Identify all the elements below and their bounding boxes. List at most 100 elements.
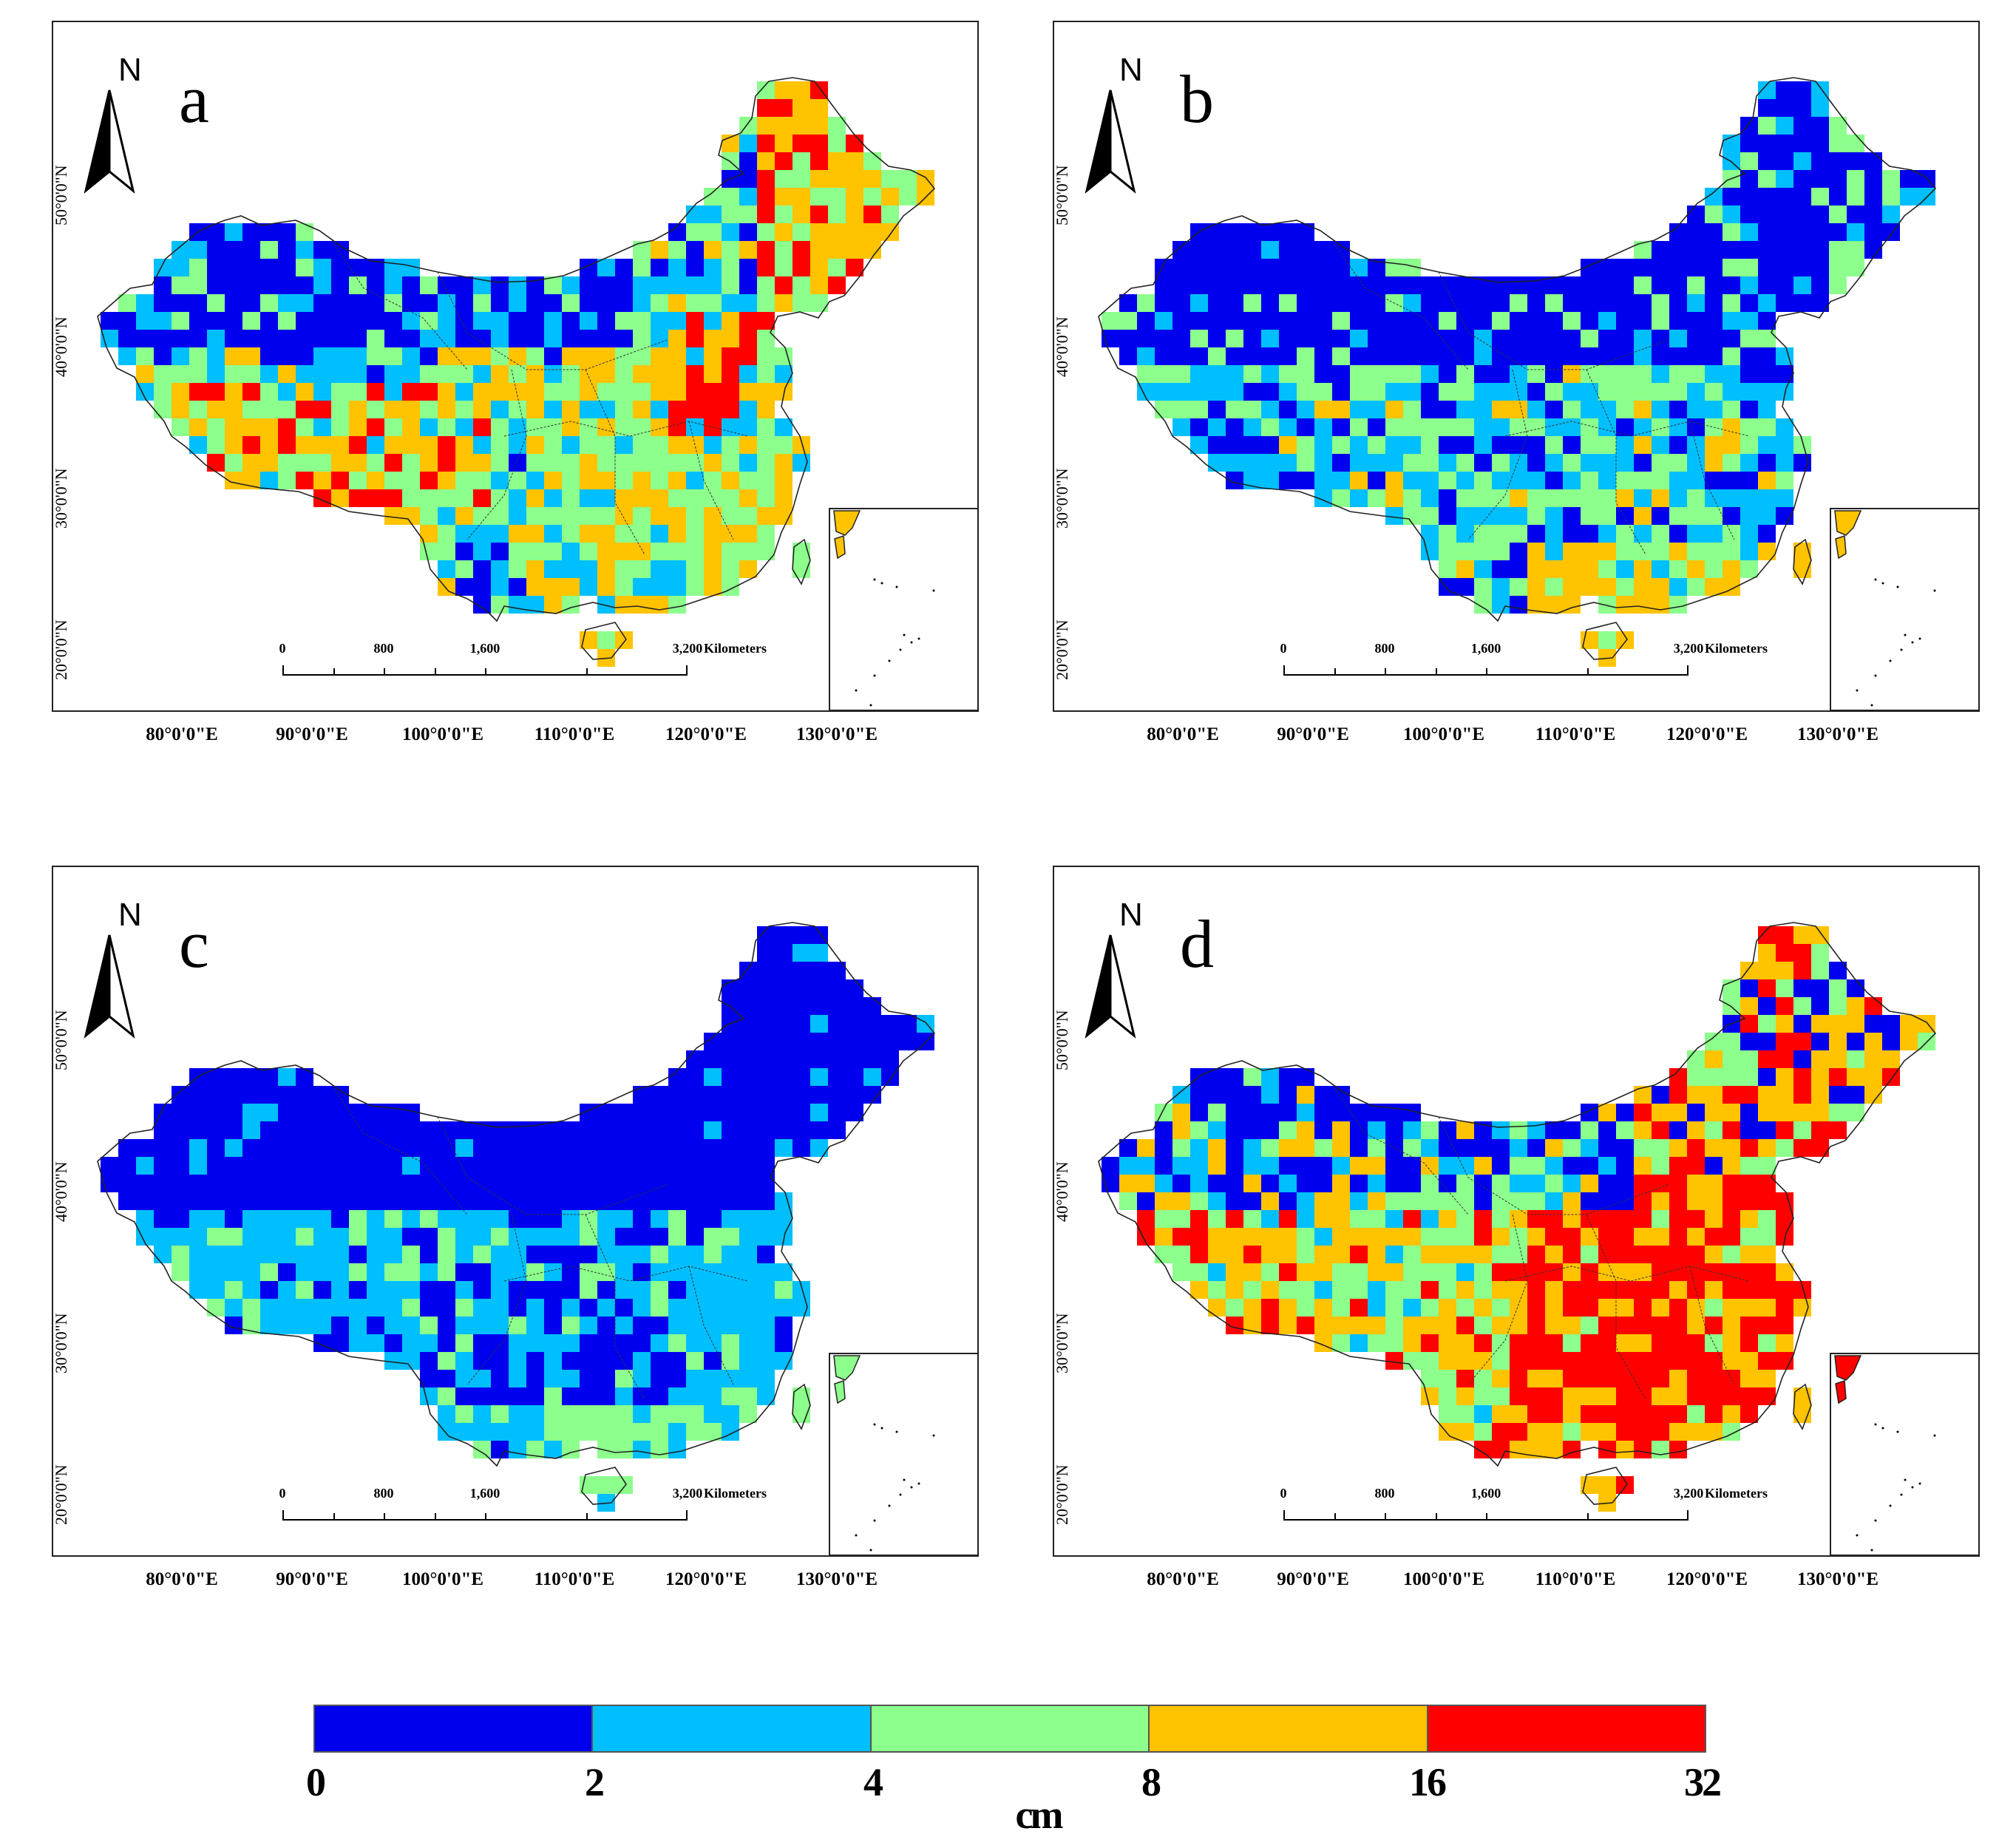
raster-cell [1598,383,1616,401]
raster-cell [1456,1246,1474,1263]
raster-cell [1776,489,1793,507]
raster-cell [1634,472,1652,489]
raster-cell [349,259,367,276]
raster-cell [686,276,704,294]
raster-cell [1811,1104,1829,1121]
raster-cell [1226,1228,1243,1246]
raster-cell [1598,1192,1616,1210]
raster-cell [562,383,580,401]
raster-cell [1723,1192,1740,1210]
province-boundary [333,1088,468,1215]
raster-cell [491,436,509,454]
raster-cell [1332,330,1350,347]
raster-cell [562,276,580,294]
scale-tick: 3,200 [1673,641,1704,656]
raster-cell [1332,418,1350,436]
raster-cell [1226,383,1243,401]
raster-cell [225,1317,242,1334]
raster-cell [331,259,349,276]
raster-cell [722,223,739,241]
raster-cell [775,241,793,259]
raster-cell [509,294,526,312]
raster-cell [491,1317,509,1334]
raster-cell [402,1281,420,1299]
raster-cell [455,276,473,294]
raster-cell [1510,383,1527,401]
raster-cell [1155,347,1172,365]
raster-cell [615,1228,633,1246]
raster-cell [207,330,225,347]
raster-cell [438,560,455,578]
raster-cell [1172,1210,1190,1228]
raster-cell [1723,1228,1740,1246]
raster-cell [615,525,633,543]
raster-cell [1527,418,1545,436]
raster-cell [136,312,154,330]
raster-cell [420,276,438,294]
latitude-label: 50°0'0"N [1053,165,1071,225]
raster-cell [1261,1210,1279,1228]
raster-cell [367,1175,384,1192]
raster-cell [1776,979,1793,997]
raster-cell [757,543,775,560]
raster-cell [491,1121,509,1139]
raster-cell [331,312,349,330]
raster-cell [1208,1157,1226,1175]
raster-cell [1172,1104,1190,1121]
raster-cell [1403,401,1421,418]
raster-cell [1581,383,1598,401]
raster-cell [260,1139,278,1157]
raster-cell [242,1068,260,1086]
raster-cell [1758,1104,1776,1121]
raster-cell [1421,1317,1439,1334]
raster-cell [1581,1352,1598,1370]
raster-cell [1616,401,1634,418]
raster-cell [331,1192,349,1210]
raster-cell [1740,135,1758,152]
raster-cell [278,418,296,436]
raster-cell [544,347,562,365]
raster-cell [1776,1139,1793,1157]
raster-cell [1563,507,1581,525]
raster-cell [757,276,775,294]
raster-cell [1581,1192,1598,1210]
raster-cell [509,525,526,543]
raster-cell [1279,1175,1297,1192]
raster-cell [1776,117,1793,135]
raster-cell [367,1139,384,1157]
raster-cell [1137,294,1155,312]
raster-cell [1616,1139,1634,1157]
raster-cell [580,489,597,507]
raster-cell [722,347,739,365]
raster-cell [1190,312,1208,330]
raster-cell [1208,1263,1226,1281]
north-label: N [118,52,142,88]
raster-cell [1740,418,1758,436]
raster-cell [1634,1352,1652,1370]
raster-cell [242,347,260,365]
raster-cell [1687,1387,1705,1405]
raster-cell [1314,1317,1332,1334]
raster-cell [1669,1334,1687,1352]
raster-cell [225,223,242,241]
raster-cell [225,1157,242,1175]
raster-cell [686,489,704,507]
raster-cell [1847,1086,1864,1104]
raster-cell [1261,365,1279,383]
raster-cell [1261,294,1279,312]
raster-cell [633,560,651,578]
raster-cell [651,543,668,560]
raster-cell [1208,1246,1226,1263]
raster-cell [1208,1228,1226,1246]
raster-cell [704,1334,722,1352]
raster-cell [1616,543,1634,560]
raster-cell [1510,1299,1527,1317]
raster-cell [1350,454,1368,472]
raster-cell [1350,330,1368,347]
raster-cell [402,347,420,365]
inset-map [833,1355,935,1552]
raster-cell [1368,1246,1385,1263]
raster-cell [1847,1104,1864,1121]
raster-cell [1510,436,1527,454]
raster-cell [1527,347,1545,365]
